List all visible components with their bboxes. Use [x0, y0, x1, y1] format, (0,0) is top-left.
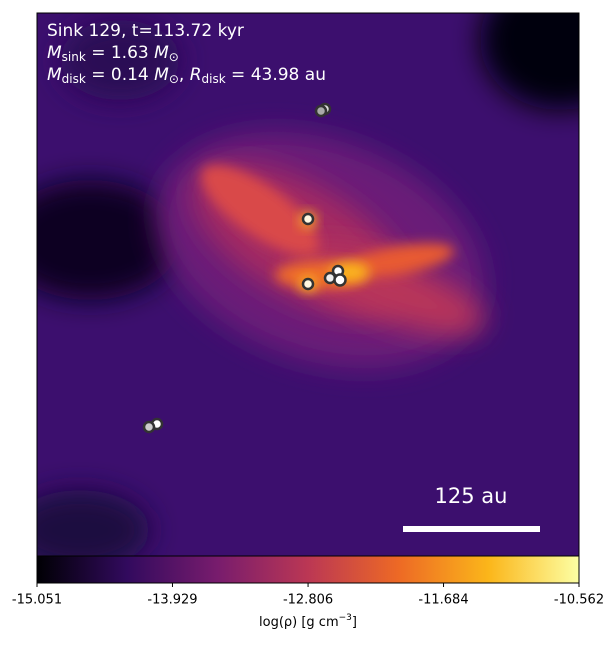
tick-label: -12.806 — [283, 593, 333, 608]
text: = 43.98 au — [226, 65, 326, 85]
info-line: Msink = 1.63 M⊙ — [47, 43, 179, 64]
text: , — [179, 65, 190, 85]
tick-label: -11.684 — [418, 593, 468, 608]
superscript: −3 — [339, 613, 352, 623]
sink — [301, 277, 315, 291]
info-line: Sink 129, t=113.72 kyr — [47, 21, 244, 41]
subscript: ⊙ — [169, 72, 179, 86]
scale-bar-label: 125 au — [435, 484, 508, 508]
sink — [301, 212, 315, 226]
symbol: M — [154, 65, 169, 85]
subscript: sink — [62, 50, 86, 64]
sink-particles — [142, 102, 347, 434]
sink — [142, 420, 156, 434]
info-line: Mdisk = 0.14 M⊙, Rdisk = 43.98 au — [47, 65, 326, 86]
info-text: Sink 129, t=113.72 kyr Msink = 1.63 M⊙ M… — [47, 21, 326, 86]
density-map — [37, 13, 579, 556]
text: = 1.63 — [86, 43, 154, 63]
symbol: M — [47, 43, 62, 63]
sink — [333, 273, 347, 287]
tick-label: -13.929 — [147, 593, 197, 608]
subscript: disk — [62, 72, 86, 86]
symbol: R — [190, 65, 202, 85]
text: ] — [352, 615, 357, 630]
colorbar — [36, 555, 580, 584]
text: = 0.14 — [86, 65, 154, 85]
text: log(ρ) [g cm — [259, 615, 339, 630]
symbol: M — [47, 65, 62, 85]
subscript: disk — [202, 72, 226, 86]
symbol: M — [154, 43, 169, 63]
sink — [314, 104, 328, 118]
tick-label: -15.051 — [12, 593, 62, 608]
scale-bar — [403, 526, 540, 532]
colorbar-label: log(ρ) [g cm−3] — [259, 613, 357, 630]
subscript: ⊙ — [169, 50, 179, 64]
tick-label: -10.562 — [554, 593, 604, 608]
